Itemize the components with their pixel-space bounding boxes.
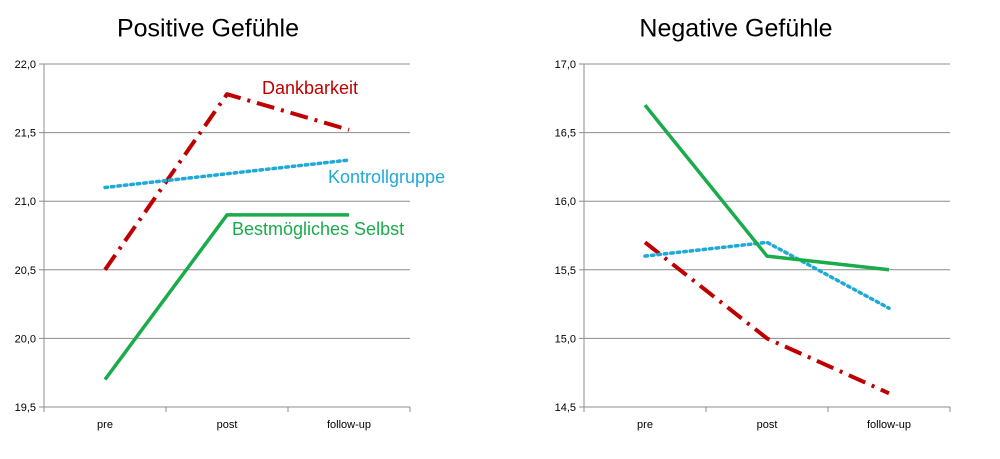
y-tick-label: 14,5: [555, 402, 576, 414]
y-tick-label: 16,0: [555, 196, 576, 208]
series-label: Kontrollgruppe: [328, 167, 445, 187]
chart-2: Negative Gefühle 14,5 15,0 15,5 16,0 16,5 17,0…: [555, 15, 951, 431]
chart-title: Positive Gefühle: [117, 15, 299, 43]
y-tick-label: 20,5: [15, 265, 36, 277]
chart-title: Negative Gefühle: [639, 15, 832, 43]
x-tick-label: pre: [97, 419, 113, 431]
y-tick-label: 17,0: [555, 59, 576, 71]
series-line-2: [643, 240, 891, 310]
x-tick-label: post: [217, 419, 238, 431]
chart-1: Positive Gefühle 19,5 20,0 20,5 21,0 21,5 22,0…: [15, 15, 446, 431]
y-tick-label: 15,5: [555, 265, 576, 277]
x-tick-label: follow-up: [327, 419, 371, 431]
x-tick-label: pre: [637, 419, 653, 431]
series-line-3: [103, 213, 349, 381]
series-line-1: [103, 92, 350, 271]
y-tick-label: 21,0: [15, 196, 36, 208]
series-line-3: [643, 104, 890, 272]
y-tick-label: 22,0: [15, 59, 36, 71]
x-tick-label: follow-up: [867, 419, 911, 431]
y-tick-label: 15,0: [555, 333, 576, 345]
y-tick-label: 19,5: [15, 402, 36, 414]
series-label: Dankbarkeit: [262, 78, 358, 98]
y-tick-label: 20,0: [15, 333, 36, 345]
y-tick-label: 21,5: [15, 128, 36, 140]
x-tick-label: post: [757, 419, 778, 431]
series-label: Bestmögliches Selbst: [232, 219, 404, 239]
y-tick-label: 16,5: [555, 128, 576, 140]
